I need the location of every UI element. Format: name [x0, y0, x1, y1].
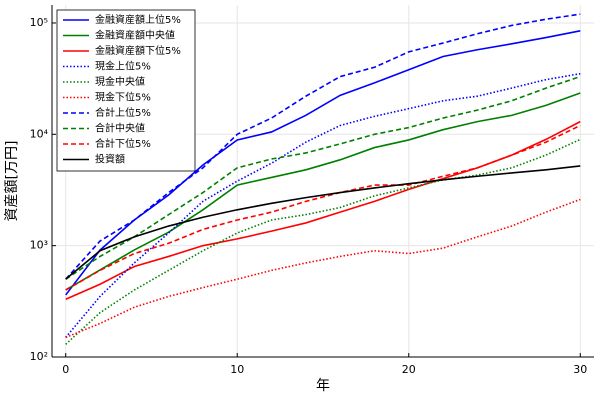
y-tick-label: 10⁴: [30, 127, 49, 140]
y-tick-label: 10⁵: [30, 16, 48, 29]
series-line: [65, 92, 581, 291]
series-line: [65, 198, 581, 339]
series-line: [65, 165, 581, 280]
legend-label: 合計下位5%: [95, 137, 151, 150]
x-tick-label: 0: [62, 363, 69, 376]
y-axis-label: 資産額[万円]: [4, 141, 20, 222]
legend-label: 投資額: [95, 153, 125, 166]
legend-label: 現金上位5%: [95, 60, 151, 73]
legend-label: 金融資産額中央値: [95, 29, 175, 42]
series-line: [65, 13, 581, 280]
series-line: [65, 72, 581, 338]
legend-label: 合計中央値: [95, 122, 145, 135]
legend-label: 金融資産額上位5%: [95, 13, 181, 26]
legend-label: 現金下位5%: [95, 91, 151, 104]
series-line: [65, 124, 581, 291]
y-tick-label: 10³: [30, 239, 48, 252]
legend-label: 金融資産額下位5%: [95, 44, 181, 57]
y-tick-label: 10²: [30, 350, 48, 363]
x-tick-label: 30: [573, 363, 587, 376]
legend-label: 合計上位5%: [95, 106, 151, 119]
x-tick-label: 10: [230, 363, 244, 376]
x-tick-label: 20: [402, 363, 416, 376]
legend-label: 現金中央値: [95, 75, 145, 88]
series-line: [65, 30, 581, 296]
series-line: [65, 138, 581, 345]
series-line: [65, 75, 581, 280]
x-axis-label: 年: [316, 378, 330, 394]
